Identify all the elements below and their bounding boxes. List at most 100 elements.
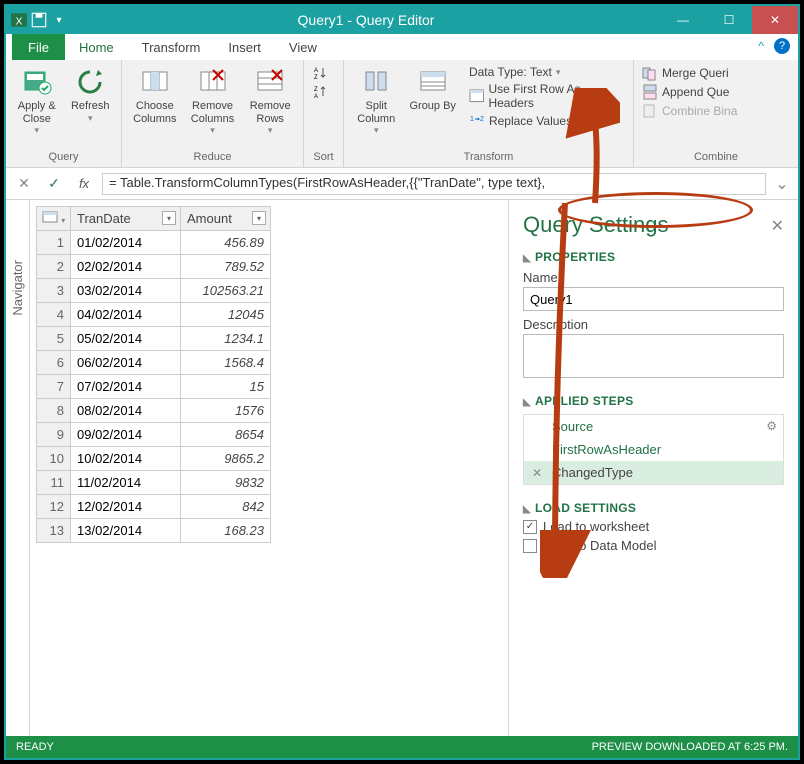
applied-steps-header[interactable]: ◣APPLIED STEPS xyxy=(523,394,784,408)
preview-table: ▾ TranDate▾ Amount▾ 101/02/2014456.89202… xyxy=(36,206,271,543)
group-label-combine: Combine xyxy=(640,149,792,165)
applied-step[interactable]: ✕ChangedType xyxy=(524,461,783,484)
applied-step[interactable]: Source⚙ xyxy=(524,415,783,438)
cell-amount[interactable]: 12045 xyxy=(181,303,271,327)
properties-section: ◣PROPERTIES Name Description xyxy=(523,250,784,378)
cell-amount[interactable]: 8654 xyxy=(181,423,271,447)
close-button[interactable]: ✕ xyxy=(752,6,798,34)
filter-icon[interactable]: ▾ xyxy=(162,211,176,225)
cell-trandate[interactable]: 05/02/2014 xyxy=(71,327,181,351)
group-label-sort: Sort xyxy=(310,149,337,165)
tab-home[interactable]: Home xyxy=(65,36,128,59)
choose-columns-button[interactable]: Choose Columns xyxy=(128,64,182,125)
qat-dropdown-icon[interactable]: ▾ xyxy=(50,11,68,29)
cell-amount[interactable]: 1234.1 xyxy=(181,327,271,351)
minimize-button[interactable]: — xyxy=(660,6,706,34)
svg-text:X: X xyxy=(16,17,23,28)
table-row[interactable]: 1212/02/2014842 xyxy=(37,495,271,519)
cell-trandate[interactable]: 10/02/2014 xyxy=(71,447,181,471)
remove-rows-button[interactable]: Remove Rows ▾ xyxy=(243,64,297,136)
cell-amount[interactable]: 1568.4 xyxy=(181,351,271,375)
cell-amount[interactable]: 1576 xyxy=(181,399,271,423)
cell-amount[interactable]: 842 xyxy=(181,495,271,519)
fx-icon[interactable]: fx xyxy=(72,176,96,191)
delete-step-icon[interactable]: ✕ xyxy=(532,466,542,480)
table-corner[interactable]: ▾ xyxy=(37,207,71,231)
column-header-trandate[interactable]: TranDate▾ xyxy=(71,207,181,231)
table-row[interactable]: 707/02/201415 xyxy=(37,375,271,399)
step-settings-icon[interactable]: ⚙ xyxy=(766,419,777,433)
svg-text:1: 1 xyxy=(470,116,474,123)
tab-insert[interactable]: Insert xyxy=(214,36,275,59)
cell-trandate[interactable]: 07/02/2014 xyxy=(71,375,181,399)
cell-trandate[interactable]: 03/02/2014 xyxy=(71,279,181,303)
maximize-button[interactable]: ☐ xyxy=(706,6,752,34)
table-row[interactable]: 1111/02/20149832 xyxy=(37,471,271,495)
cell-amount[interactable]: 9865.2 xyxy=(181,447,271,471)
cell-trandate[interactable]: 12/02/2014 xyxy=(71,495,181,519)
cell-trandate[interactable]: 04/02/2014 xyxy=(71,303,181,327)
load-to-datamodel-checkbox[interactable]: Load to Data Model xyxy=(523,538,784,553)
refresh-button[interactable]: Refresh ▾ xyxy=(66,64,116,124)
column-header-amount[interactable]: Amount▾ xyxy=(181,207,271,231)
table-row[interactable]: 404/02/201412045 xyxy=(37,303,271,327)
table-row[interactable]: 909/02/20148654 xyxy=(37,423,271,447)
table-row[interactable]: 101/02/2014456.89 xyxy=(37,231,271,255)
use-first-row-button[interactable]: Use First Row As Headers xyxy=(467,81,627,111)
close-pane-icon[interactable]: ✕ xyxy=(771,216,784,236)
cell-trandate[interactable]: 11/02/2014 xyxy=(71,471,181,495)
sort-desc-button[interactable]: ZA xyxy=(310,83,330,101)
cell-amount[interactable]: 9832 xyxy=(181,471,271,495)
cell-amount[interactable]: 15 xyxy=(181,375,271,399)
formula-accept-icon[interactable]: ✓ xyxy=(42,175,66,192)
tab-transform[interactable]: Transform xyxy=(128,36,215,59)
cell-trandate[interactable]: 08/02/2014 xyxy=(71,399,181,423)
choose-columns-label: Choose Columns xyxy=(128,100,182,125)
table-row[interactable]: 202/02/2014789.52 xyxy=(37,255,271,279)
table-row[interactable]: 505/02/20141234.1 xyxy=(37,327,271,351)
cell-amount[interactable]: 102563.21 xyxy=(181,279,271,303)
replace-values-button[interactable]: 12Replace Values xyxy=(467,112,627,130)
use-first-row-label: Use First Row As Headers xyxy=(488,82,625,110)
cell-trandate[interactable]: 13/02/2014 xyxy=(71,519,181,543)
cell-amount[interactable]: 168.23 xyxy=(181,519,271,543)
load-to-worksheet-label: Load to worksheet xyxy=(543,519,649,534)
load-settings-header[interactable]: ◣LOAD SETTINGS xyxy=(523,501,784,515)
cell-trandate[interactable]: 09/02/2014 xyxy=(71,423,181,447)
split-column-label: Split Column xyxy=(350,100,402,125)
cell-trandate[interactable]: 02/02/2014 xyxy=(71,255,181,279)
formula-cancel-icon[interactable]: ✕ xyxy=(12,175,36,192)
group-by-button[interactable]: Group By xyxy=(406,64,458,113)
applied-step[interactable]: FirstRowAsHeader xyxy=(524,438,783,461)
table-row[interactable]: 1010/02/20149865.2 xyxy=(37,447,271,471)
append-queries-button[interactable]: Append Que xyxy=(640,83,739,101)
apply-close-button[interactable]: Apply & Close ▾ xyxy=(12,64,62,136)
data-type-button[interactable]: Data Type: Text ▾ xyxy=(467,64,627,80)
load-to-worksheet-checkbox[interactable]: ✓Load to worksheet xyxy=(523,519,784,534)
properties-header[interactable]: ◣PROPERTIES xyxy=(523,250,784,264)
merge-queries-button[interactable]: Merge Queri xyxy=(640,64,739,82)
cell-trandate[interactable]: 06/02/2014 xyxy=(71,351,181,375)
table-row[interactable]: 808/02/20141576 xyxy=(37,399,271,423)
file-tab[interactable]: File xyxy=(12,34,65,60)
navigator-pane[interactable]: Navigator xyxy=(6,200,30,736)
tab-view[interactable]: View xyxy=(275,36,331,59)
table-row[interactable]: 303/02/2014102563.21 xyxy=(37,279,271,303)
collapse-ribbon-icon[interactable]: ^ xyxy=(758,39,764,53)
remove-columns-button[interactable]: Remove Columns ▾ xyxy=(186,64,240,136)
cell-trandate[interactable]: 01/02/2014 xyxy=(71,231,181,255)
cell-amount[interactable]: 456.89 xyxy=(181,231,271,255)
table-row[interactable]: 606/02/20141568.4 xyxy=(37,351,271,375)
description-input[interactable] xyxy=(523,334,784,378)
formula-expand-icon[interactable]: ⌄ xyxy=(772,174,792,194)
filter-icon[interactable]: ▾ xyxy=(252,211,266,225)
split-column-button[interactable]: Split Column ▾ xyxy=(350,64,402,136)
cell-amount[interactable]: 789.52 xyxy=(181,255,271,279)
apply-close-icon xyxy=(21,66,53,98)
help-icon[interactable]: ? xyxy=(774,38,790,54)
save-icon[interactable] xyxy=(30,11,48,29)
sort-asc-button[interactable]: AZ xyxy=(310,64,330,82)
query-name-input[interactable] xyxy=(523,287,784,311)
formula-input[interactable]: = Table.TransformColumnTypes(FirstRowAsH… xyxy=(102,173,766,195)
table-row[interactable]: 1313/02/2014168.23 xyxy=(37,519,271,543)
